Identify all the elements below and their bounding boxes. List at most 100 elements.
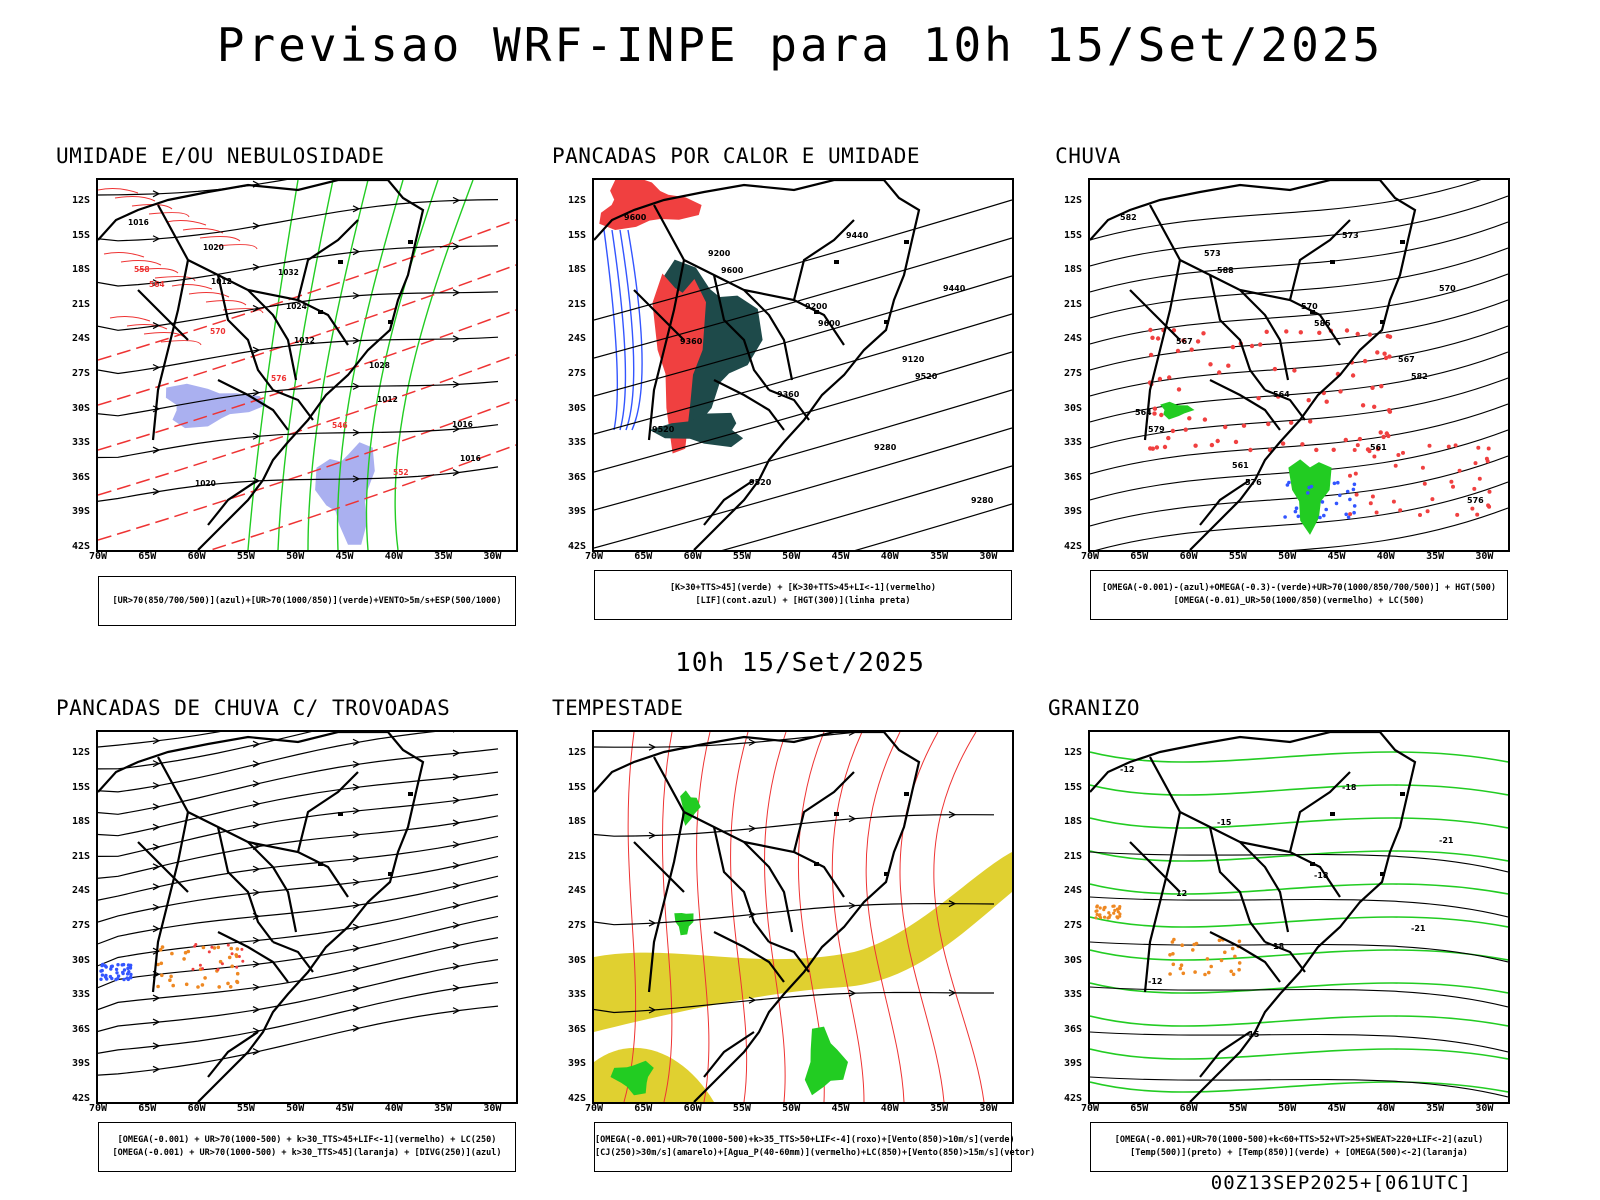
lat-tick-label: 27S: [1063, 368, 1082, 379]
lon-tick-label: 45W: [335, 1103, 354, 1114]
lat-tick-label: 15S: [567, 229, 586, 241]
forecast-time-subtitle: 10h 15/Set/2025: [675, 648, 925, 678]
lat-tick-label: 18S: [1063, 816, 1082, 828]
panel-legend: [OMEGA(-0.001)+UR>70(1000-500)+k>35_TTS>…: [594, 1122, 1036, 1172]
lon-tick-label: 60W: [187, 551, 206, 562]
lat-tick-label: 24S: [71, 333, 90, 345]
lon-tick-label: 65W: [634, 551, 653, 562]
lon-tick-label: 55W: [1228, 551, 1247, 562]
lat-tick-label: 27S: [71, 920, 90, 931]
contour-label: 561: [1370, 443, 1387, 452]
panel-title: PANCADAS DE CHUVA C/ TROVOADAS: [56, 696, 451, 720]
lat-tick-label: 42S: [567, 541, 586, 552]
lat-tick-label: 18S: [567, 816, 586, 828]
lat-tick-label: 39S: [1063, 506, 1082, 518]
lat-tick-label: 27S: [567, 920, 586, 931]
lat-tick-label: 15S: [1063, 781, 1082, 793]
contour-label: 1028: [369, 361, 390, 370]
lon-tick-label: 55W: [732, 551, 751, 562]
lat-tick-label: 12S: [1063, 195, 1082, 206]
contour-label: 9280: [971, 496, 994, 505]
contour-label: 9440: [943, 284, 966, 293]
lon-tick-label: 65W: [634, 1103, 653, 1114]
lat-tick-label: 33S: [71, 989, 90, 1001]
lat-tick-label: 30S: [71, 954, 90, 966]
contour-label: 576: [1467, 496, 1484, 505]
contour-label: 1016: [452, 420, 473, 429]
lat-tick-label: 18S: [71, 816, 90, 828]
contour-label: 552: [393, 468, 409, 477]
lat-tick-label: 27S: [71, 368, 90, 379]
lon-tick-label: 60W: [1179, 1103, 1198, 1114]
lat-tick-label: 30S: [1063, 402, 1082, 414]
panel-title: GRANIZO: [1048, 696, 1141, 720]
map-area: [592, 730, 1014, 1104]
run-timestamp: 00Z13SEP2025+[061UTC]: [1210, 1172, 1472, 1194]
lat-tick-label: 21S: [567, 298, 586, 310]
lat-tick-label: 30S: [1063, 954, 1082, 966]
contour-label: 9440: [846, 231, 869, 240]
lon-tick-label: 45W: [831, 1103, 850, 1114]
lat-tick-label: 15S: [567, 781, 586, 793]
legend-line-2: [CJ(250)>30m/s](amarelo)+[Agua_P(40-60mm…: [595, 1148, 1036, 1158]
lat-tick-label: 36S: [567, 1023, 586, 1035]
contour-label: 1012: [377, 395, 398, 404]
lat-tick-label: 36S: [567, 471, 586, 483]
map-plot: 582 588 585 582 579 576 573 570 567 564 561 576 573 5…: [1090, 180, 1508, 550]
lat-tick-label: 12S: [71, 747, 90, 758]
lon-tick-label: 55W: [236, 551, 255, 562]
contour-label: 9280: [874, 443, 897, 452]
contour-label: 582: [1120, 213, 1137, 222]
lon-tick-label: 70W: [1080, 551, 1100, 562]
lon-tick-label: 30W: [483, 1103, 502, 1114]
lat-tick-label: 15S: [71, 229, 90, 241]
contour-label: 1020: [195, 479, 216, 488]
contour-label: 1032: [278, 268, 299, 277]
legend-line-1: [UR>70(850/700/500)](azul)+[UR>70(1000/8…: [112, 595, 502, 606]
contour-label: -18: [1342, 783, 1357, 792]
lon-tick-label: 65W: [1130, 551, 1149, 562]
lat-tick-label: 21S: [1063, 850, 1082, 862]
lon-tick-label: 45W: [335, 551, 354, 562]
contour-label: 585: [1314, 319, 1331, 328]
lon-tick-label: 55W: [236, 1103, 255, 1114]
panel-title: CHUVA: [1055, 144, 1121, 168]
contour-label: 1012: [294, 336, 315, 345]
contour-label: 567: [1176, 337, 1193, 346]
legend-line-2: [OMEGA(-0.001) + UR>70(1000-500) + k>30_…: [112, 1148, 502, 1158]
contour-label: 9600: [721, 266, 744, 275]
contour-label: 1024: [286, 302, 307, 311]
contour-label: 576: [271, 374, 287, 383]
lon-tick-label: 30W: [1475, 551, 1494, 562]
lat-tick-label: 36S: [1063, 1023, 1082, 1035]
lon-tick-label: 40W: [880, 1103, 899, 1114]
main-title: Previsao WRF-INPE para 10h 15/Set/2025: [216, 18, 1384, 72]
lon-tick-label: 40W: [1376, 1103, 1395, 1114]
contour-label: -12: [1148, 977, 1162, 986]
lat-tick-label: 36S: [71, 471, 90, 483]
lon-tick-label: 55W: [1228, 1103, 1247, 1114]
lon-tick-label: 40W: [384, 1103, 403, 1114]
contour-label: -15: [1245, 1030, 1260, 1039]
contour-label: -21: [1411, 924, 1426, 933]
lon-tick-label: 65W: [138, 551, 157, 562]
panel-legend: [K>30+TTS>45](verde) + [K>30+TTS>45+LI<-…: [594, 570, 1012, 620]
lat-tick-label: 21S: [71, 850, 90, 862]
lon-tick-label: 70W: [1080, 1103, 1100, 1114]
map-area: 1016 1012 1012 1012 1016 1020 1024 1028 1016 1020…: [96, 178, 518, 552]
lat-tick-label: 12S: [567, 195, 586, 206]
lon-tick-label: 50W: [286, 1103, 305, 1114]
lat-tick-label: 24S: [567, 333, 586, 345]
contour-label: 561: [1232, 461, 1249, 470]
lon-tick-label: 65W: [138, 1103, 157, 1114]
contour-label: 9600: [818, 319, 841, 328]
lat-tick-label: 39S: [71, 506, 90, 518]
lon-tick-label: 60W: [187, 1103, 206, 1114]
lat-tick-label: 15S: [71, 781, 90, 793]
lon-tick-label: 60W: [1179, 551, 1198, 562]
lat-tick-label: 12S: [567, 747, 586, 758]
lat-tick-label: 33S: [567, 437, 586, 449]
lat-tick-label: 42S: [567, 1093, 586, 1104]
map-plot: [594, 732, 1012, 1102]
lon-tick-label: 65W: [1130, 1103, 1149, 1114]
